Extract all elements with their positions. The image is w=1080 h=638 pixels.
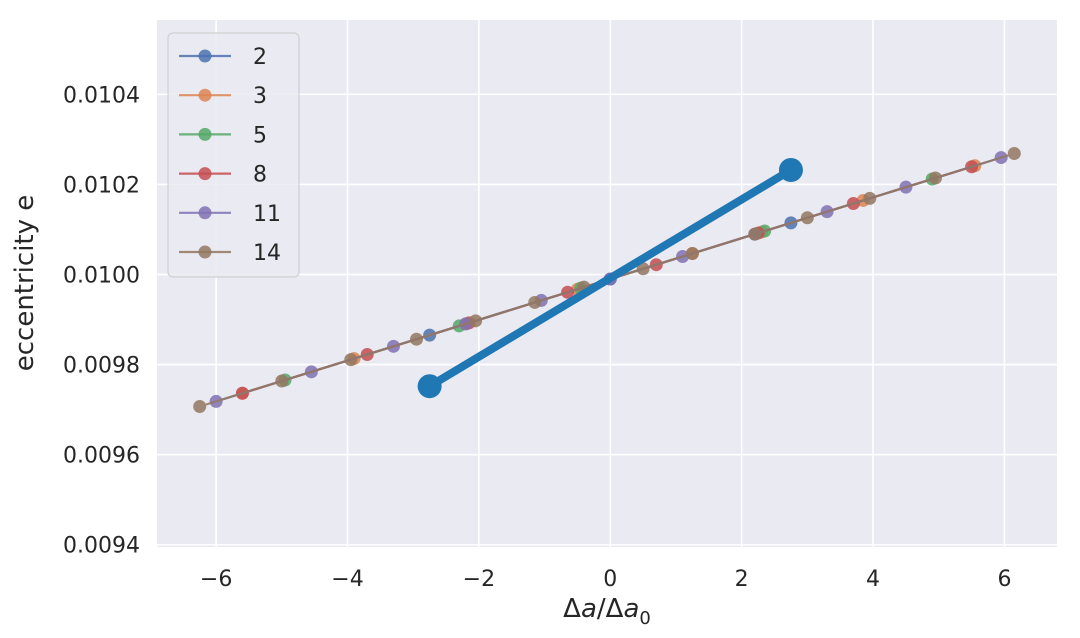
legend-marker (198, 127, 212, 141)
legend-entry-5: 5 (179, 123, 267, 148)
data-point (1007, 147, 1021, 161)
x-tick-label: 2 (735, 567, 749, 592)
data-point (800, 211, 814, 225)
legend-label: 5 (253, 123, 267, 148)
legend-marker (198, 49, 212, 63)
x-tick-label: 4 (866, 567, 880, 592)
highlight-endpoint (417, 374, 442, 399)
legend: 2 3 5 8 11 14 (167, 32, 300, 278)
legend-label: 14 (253, 241, 281, 266)
x-tick-label: −6 (200, 567, 232, 592)
x-axis-label: Δa/Δa0 (563, 594, 651, 629)
legend-entry-8: 8 (179, 163, 267, 188)
legend-label: 3 (253, 84, 267, 109)
legend-entry-3: 3 (179, 84, 267, 109)
data-point (748, 227, 762, 241)
data-point (275, 374, 289, 388)
y-tick-label: 0.0096 (63, 444, 140, 469)
legend-label: 8 (253, 163, 267, 188)
legend-label: 11 (253, 202, 281, 227)
data-point (193, 400, 207, 414)
y-axis-label: eccentricity e (10, 195, 40, 372)
y-tick-label: 0.0100 (63, 263, 140, 288)
data-point (685, 246, 699, 260)
x-tick-label: 0 (603, 567, 617, 592)
data-point (528, 295, 542, 309)
y-tick-label: 0.0094 (63, 534, 140, 559)
y-tick-label: 0.0104 (63, 83, 140, 108)
legend-marker (198, 88, 212, 102)
data-point (409, 332, 423, 346)
x-tick-label: −2 (463, 567, 495, 592)
legend-entry-11: 11 (179, 202, 281, 227)
data-point (863, 191, 877, 205)
data-point (469, 314, 483, 328)
x-tick-label: −4 (331, 567, 363, 592)
legend-entry-2: 2 (179, 45, 267, 70)
highlight-segment (425, 165, 795, 391)
data-point (928, 171, 942, 185)
legend-marker (198, 245, 212, 259)
data-point (636, 262, 650, 276)
legend-marker (198, 206, 212, 220)
y-tick-labels: 0.0094 0.0096 0.0098 0.0100 0.0102 0.0104 (63, 83, 140, 558)
y-tick-label: 0.0102 (63, 173, 140, 198)
x-tick-labels: −6 −4 −2 0 2 4 6 (200, 567, 1012, 592)
legend-marker (198, 167, 212, 181)
data-point (344, 353, 358, 367)
highlight-layer (417, 157, 803, 399)
legend-label: 2 (253, 45, 267, 70)
highlight-endpoint (778, 157, 803, 182)
y-tick-label: 0.0098 (63, 354, 140, 379)
legend-entry-14: 14 (179, 241, 281, 266)
x-tick-label: 6 (997, 567, 1011, 592)
